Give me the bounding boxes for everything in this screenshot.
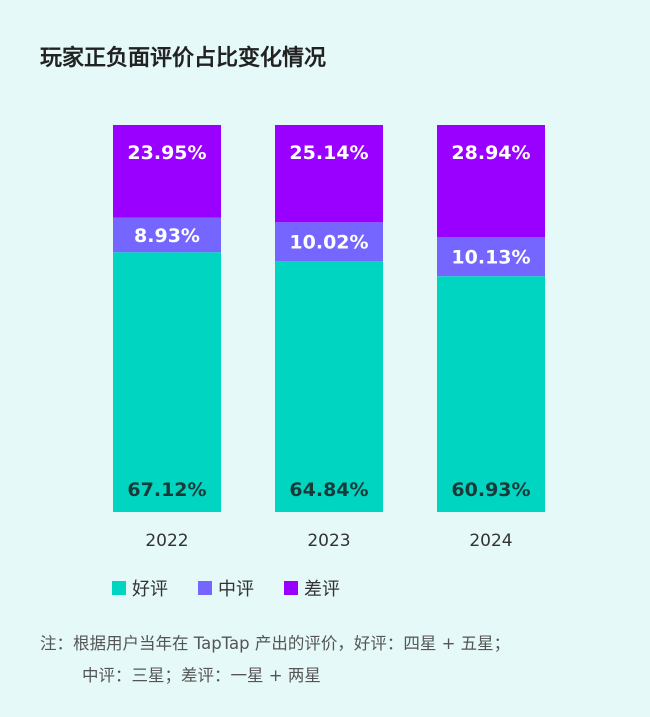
legend: 好评 中评 差评 — [112, 575, 340, 601]
bar-segment — [275, 222, 383, 262]
footnote: 注：根据用户当年在 TapTap 产出的评价，好评：四星 + 五星； 中评：三星… — [40, 628, 510, 692]
bar-segment — [437, 125, 545, 237]
data-label: 8.93% — [134, 225, 200, 247]
legend-label: 差评 — [304, 579, 340, 600]
legend-swatch — [198, 581, 212, 595]
bar-segment — [275, 125, 383, 223]
legend-swatch — [112, 581, 126, 595]
legend-item-bad: 差评 — [284, 575, 340, 601]
legend-item-neutral: 中评 — [198, 575, 254, 601]
chart-title: 玩家正负面评价占比变化情况 — [40, 46, 327, 71]
data-label: 23.95% — [127, 142, 206, 164]
data-label: 64.84% — [289, 479, 368, 501]
bar-segment — [113, 125, 221, 218]
data-label: 67.12% — [127, 479, 206, 501]
x-tick-label: 2022 — [145, 531, 188, 551]
bar-segment — [437, 236, 545, 277]
bar-segment — [113, 252, 221, 512]
data-label: 28.94% — [451, 142, 530, 164]
bar-segment — [437, 276, 545, 512]
bar-segment — [113, 217, 221, 253]
footnote-line-1: 注：根据用户当年在 TapTap 产出的评价，好评：四星 + 五星； — [40, 634, 511, 653]
legend-label: 中评 — [218, 579, 254, 600]
footnote-line-2: 中评：三星；差评：一星 + 两星 — [82, 666, 321, 685]
legend-item-good: 好评 — [112, 575, 168, 601]
data-label: 25.14% — [289, 142, 368, 164]
x-tick-label: 2023 — [307, 531, 350, 551]
data-label: 10.02% — [289, 232, 368, 254]
data-label: 60.93% — [451, 479, 530, 501]
bar-segment — [275, 261, 383, 512]
legend-swatch — [284, 581, 298, 595]
x-tick-label: 2024 — [469, 531, 512, 551]
data-label: 10.13% — [451, 247, 530, 269]
legend-label: 好评 — [132, 579, 168, 600]
